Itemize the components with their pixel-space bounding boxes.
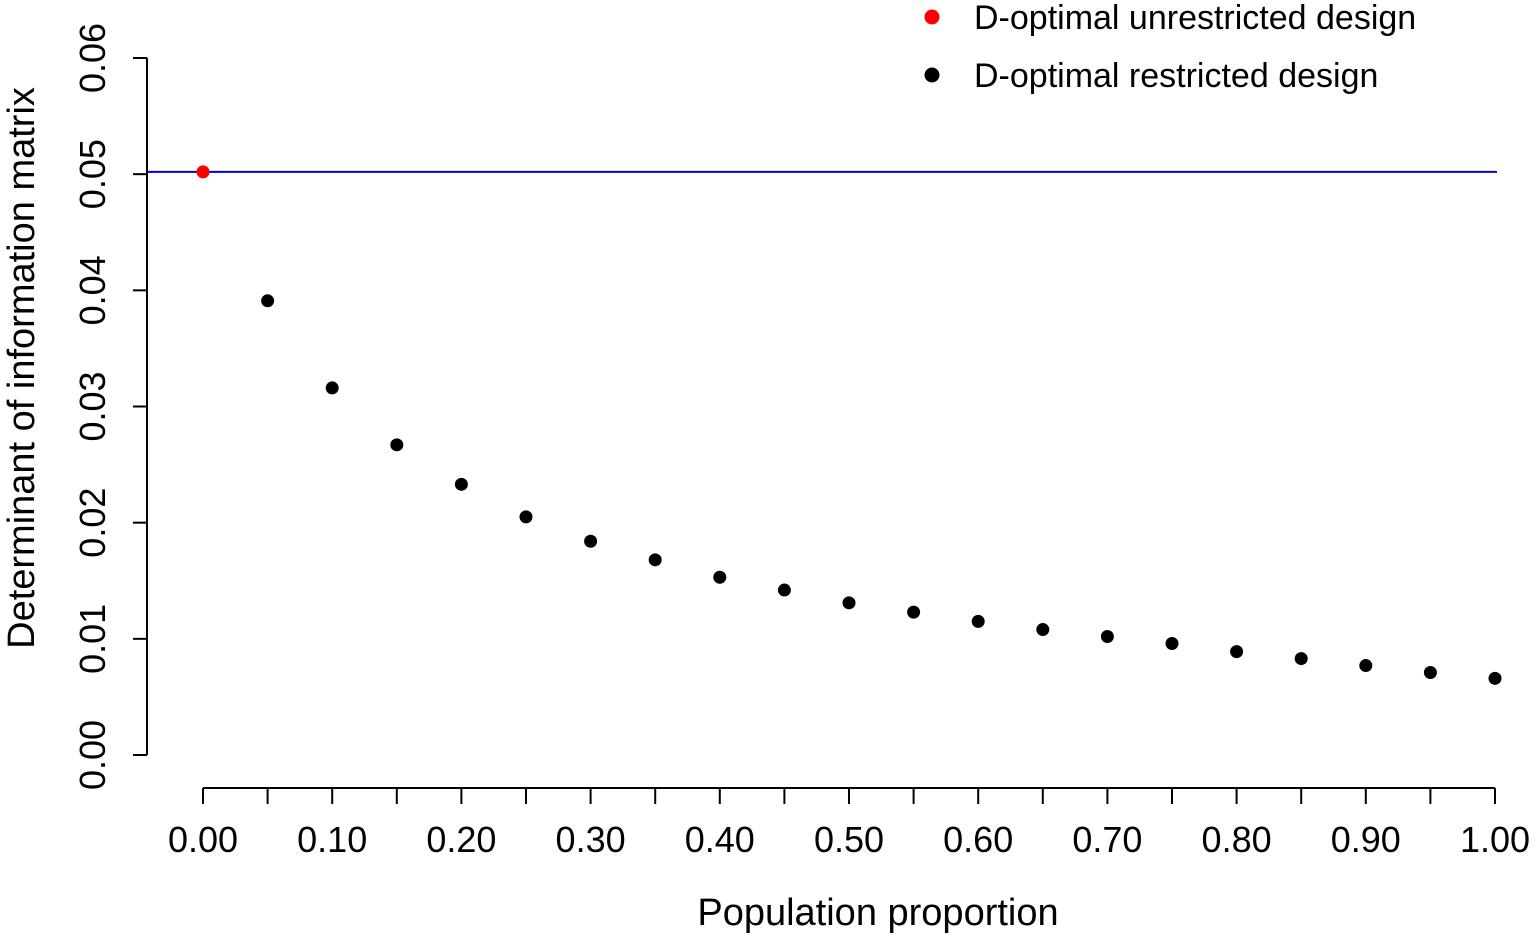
point-restricted (454, 477, 468, 491)
x-tick-label: 0.90 (1331, 819, 1401, 860)
x-ticks: 0.00 0.10 0.20 0.30 0.40 0.50 0.60 0.70 0.80 0.90… (168, 788, 1530, 860)
legend-marker-unrestricted (924, 9, 940, 25)
y-tick-label: 0.01 (72, 604, 113, 674)
legend-marker-restricted (924, 67, 940, 83)
point-restricted (1423, 666, 1437, 680)
point-restricted (261, 294, 275, 308)
point-restricted (1036, 623, 1050, 637)
x-tick-label: 1.00 (1460, 819, 1530, 860)
legend-label-restricted: D-optimal restricted design (974, 57, 1378, 95)
point-restricted (1359, 659, 1373, 673)
point-restricted (777, 583, 791, 597)
point-restricted (1100, 630, 1114, 644)
y-tick-label: 0.04 (72, 255, 113, 325)
point-restricted (519, 510, 533, 524)
legend-label-unrestricted: D-optimal unrestricted design (974, 0, 1416, 37)
x-tick-label: 0.00 (168, 819, 238, 860)
y-axis-title: Determinant of information matrix (1, 87, 43, 649)
point-restricted (325, 381, 339, 395)
point-restricted (842, 596, 856, 610)
legend: D-optimal unrestricted design D-optimal … (924, 0, 1416, 95)
point-restricted (1488, 671, 1502, 685)
x-tick-label: 0.70 (1072, 819, 1142, 860)
x-tick-label: 0.60 (943, 819, 1013, 860)
point-restricted (713, 570, 727, 584)
y-tick-label: 0.02 (72, 488, 113, 558)
x-tick-label: 0.20 (426, 819, 496, 860)
point-unrestricted (196, 165, 210, 179)
x-tick-label: 0.30 (556, 819, 626, 860)
axes (146, 58, 1495, 789)
x-tick-label: 0.50 (814, 819, 884, 860)
y-tick-label: 0.00 (72, 720, 113, 790)
x-tick-label: 0.40 (685, 819, 755, 860)
y-ticks: 0.00 0.01 0.02 0.03 0.04 0.05 0.06 (72, 23, 147, 790)
point-restricted (648, 553, 662, 567)
point-restricted (390, 438, 404, 452)
data-points (196, 165, 1502, 685)
x-tick-label: 0.10 (297, 819, 367, 860)
point-restricted (971, 614, 985, 628)
y-tick-label: 0.03 (72, 371, 113, 441)
y-tick-label: 0.06 (72, 23, 113, 93)
x-tick-label: 0.80 (1202, 819, 1272, 860)
point-restricted (1230, 645, 1244, 659)
point-restricted (1165, 636, 1179, 650)
point-restricted (907, 605, 921, 619)
y-tick-label: 0.05 (72, 139, 113, 209)
point-restricted (584, 534, 598, 548)
point-restricted (1294, 652, 1308, 666)
x-axis-title: Population proportion (697, 892, 1058, 934)
